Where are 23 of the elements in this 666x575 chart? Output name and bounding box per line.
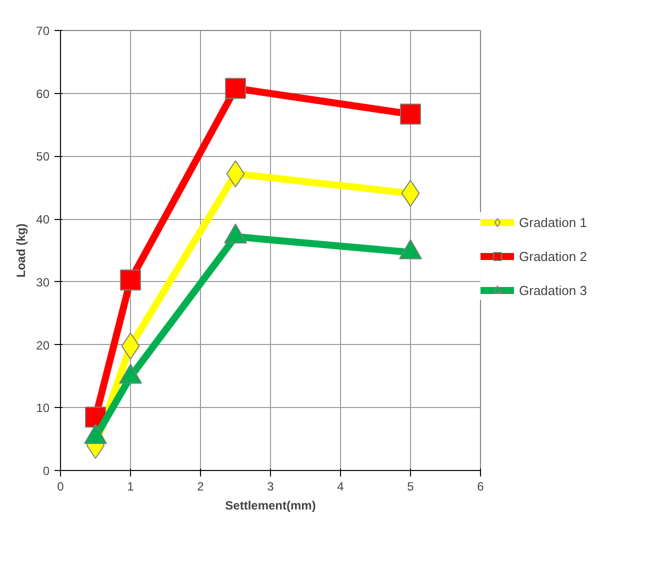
y-tick-label: 0 — [42, 464, 50, 478]
x-tick-label: 0 — [57, 480, 64, 494]
legend-label: Gradation 1 — [519, 214, 587, 230]
y-tick-label: 50 — [36, 150, 50, 164]
x-tick-label: 6 — [477, 480, 484, 494]
y-tick-label: 10 — [36, 401, 50, 416]
point — [400, 104, 421, 125]
point — [225, 78, 246, 99]
legend-label: Gradation 2 — [519, 248, 587, 264]
y-tick-label: 20 — [36, 338, 50, 352]
y-tick-label: 40 — [36, 212, 50, 227]
x-tick-label: 3 — [267, 480, 274, 494]
y-axis-title: Load (kg) — [14, 223, 28, 278]
x-tick-label: 2 — [197, 480, 204, 494]
y-tick-label: 70 — [36, 24, 50, 38]
x-axis-title: Settlement(mm) — [225, 498, 316, 512]
x-tick-label: 4 — [337, 480, 344, 494]
y-tick-label: 60 — [36, 86, 50, 101]
y-tick-label: 30 — [36, 275, 50, 290]
x-tick-label: 1 — [127, 480, 134, 494]
point — [120, 270, 141, 291]
x-tick-label: 5 — [407, 480, 414, 494]
legend-label: Gradation 3 — [519, 282, 587, 298]
